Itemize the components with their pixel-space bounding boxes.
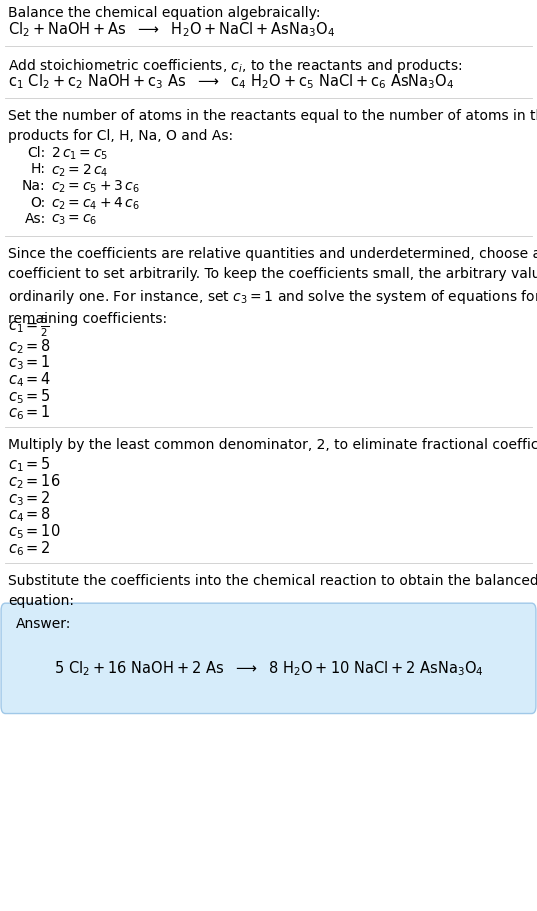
Text: $c_2 = 2\,c_4$: $c_2 = 2\,c_4$ <box>51 162 108 179</box>
Text: Multiply by the least common denominator, 2, to eliminate fractional coefficient: Multiply by the least common denominator… <box>8 438 537 452</box>
Text: Add stoichiometric coefficients, $c_i$, to the reactants and products:: Add stoichiometric coefficients, $c_i$, … <box>8 57 463 76</box>
Text: $\mathrm{c_1\ Cl_2 + c_2\ NaOH + c_3\ As\ \ \longrightarrow\ \ c_4\ H_2O + c_5\ : $\mathrm{c_1\ Cl_2 + c_2\ NaOH + c_3\ As… <box>8 72 454 90</box>
Text: $\mathrm{5\ Cl_2 + 16\ NaOH + 2\ As\ \ \longrightarrow\ \ 8\ H_2O + 10\ NaCl + 2: $\mathrm{5\ Cl_2 + 16\ NaOH + 2\ As\ \ \… <box>54 658 483 677</box>
Text: $c_2 = c_4 + 4\,c_6$: $c_2 = c_4 + 4\,c_6$ <box>51 196 140 212</box>
FancyBboxPatch shape <box>1 603 536 713</box>
Text: O:: O: <box>31 196 46 210</box>
Text: Answer:: Answer: <box>16 617 71 630</box>
Text: $c_5 = 10$: $c_5 = 10$ <box>8 522 61 540</box>
Text: Substitute the coefficients into the chemical reaction to obtain the balanced
eq: Substitute the coefficients into the che… <box>8 573 537 607</box>
Text: Balance the chemical equation algebraically:: Balance the chemical equation algebraica… <box>8 6 321 20</box>
Text: $\mathrm{Cl_2 + NaOH + As\ \ \longrightarrow\ \ H_2O + NaCl + AsNa_3O_4}$: $\mathrm{Cl_2 + NaOH + As\ \ \longrighta… <box>8 20 335 39</box>
Text: $c_3 = c_6$: $c_3 = c_6$ <box>51 212 97 227</box>
Text: $2\,c_1 = c_5$: $2\,c_1 = c_5$ <box>51 146 108 162</box>
Text: Na:: Na: <box>22 179 46 193</box>
Text: Cl:: Cl: <box>27 146 46 159</box>
Text: $c_2 = 8$: $c_2 = 8$ <box>8 336 51 355</box>
Text: $c_6 = 1$: $c_6 = 1$ <box>8 404 51 422</box>
Text: As:: As: <box>24 212 46 226</box>
Text: $c_2 = 16$: $c_2 = 16$ <box>8 472 61 490</box>
Text: H:: H: <box>31 162 46 176</box>
Text: $c_4 = 4$: $c_4 = 4$ <box>8 370 52 389</box>
Text: $c_3 = 2$: $c_3 = 2$ <box>8 488 51 507</box>
Text: $c_5 = 5$: $c_5 = 5$ <box>8 386 51 405</box>
Text: Since the coefficients are relative quantities and underdetermined, choose a
coe: Since the coefficients are relative quan… <box>8 247 537 326</box>
Text: $c_3 = 1$: $c_3 = 1$ <box>8 353 51 372</box>
Text: $c_6 = 2$: $c_6 = 2$ <box>8 538 51 558</box>
Text: $c_1 = \frac{5}{2}$: $c_1 = \frac{5}{2}$ <box>8 313 49 339</box>
Text: $c_1 = 5$: $c_1 = 5$ <box>8 456 51 474</box>
Text: $c_2 = c_5 + 3\,c_6$: $c_2 = c_5 + 3\,c_6$ <box>51 179 140 195</box>
Text: $c_4 = 8$: $c_4 = 8$ <box>8 506 51 524</box>
Text: Set the number of atoms in the reactants equal to the number of atoms in the
pro: Set the number of atoms in the reactants… <box>8 108 537 143</box>
